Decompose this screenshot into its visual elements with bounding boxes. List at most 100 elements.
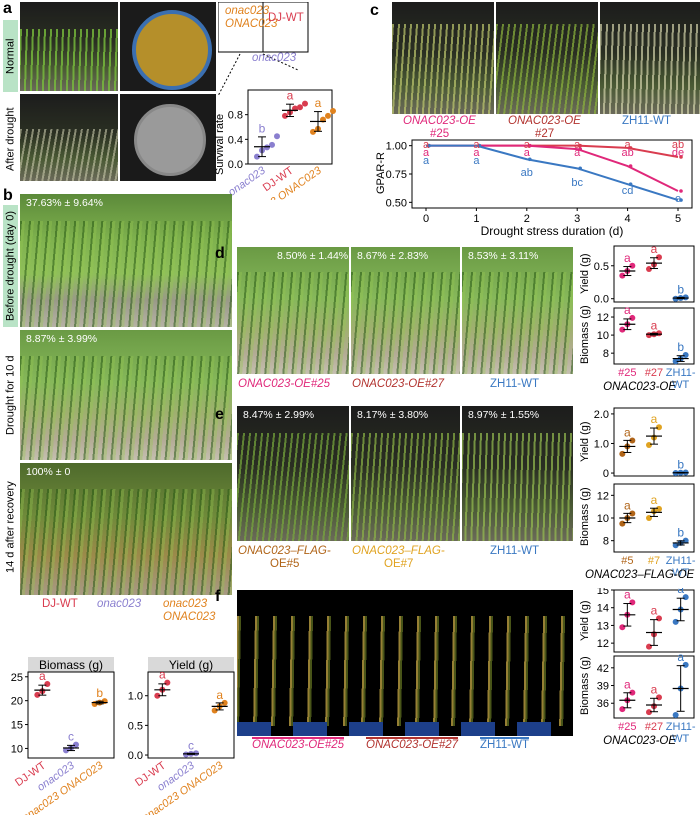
f-label-zh11: ZH11-WT <box>480 737 529 751</box>
data-point <box>264 144 270 151</box>
c-label-oe25: ONAC023-OE <box>403 115 476 127</box>
panel-label-b: b <box>3 187 13 204</box>
data-point <box>646 266 652 273</box>
significance-letter: b <box>677 457 684 471</box>
gpar-line-chart: 0.50 0.75 1.00 0 1 2 3 4 5 Drought stress duratio… <box>375 139 693 238</box>
significance-letter: a <box>677 588 684 596</box>
x-tick-label: ZH11- <box>666 555 696 567</box>
photo-f-plants <box>237 590 573 736</box>
data-point <box>656 254 662 261</box>
legend-onac023: onac023 <box>252 52 297 64</box>
data-point <box>254 153 260 160</box>
c-label-25: #25 <box>430 128 450 140</box>
plot-frame <box>613 589 695 653</box>
photo-before-drought: 37.63% ± 9.64% <box>20 194 232 327</box>
legend-dj-wt: DJ-WT <box>268 12 304 24</box>
data-point <box>629 314 636 321</box>
significance-letter: a <box>625 139 632 151</box>
data-point <box>310 128 316 135</box>
y-tick-label: 15 <box>11 720 23 732</box>
x-tick-label: WT <box>672 567 689 579</box>
significance-letter: ab <box>621 147 633 159</box>
group-label: ONAC023–FLAG-OE <box>585 569 695 581</box>
significance-letter: b <box>96 686 103 700</box>
y-tick-label: 0.5 <box>594 261 609 273</box>
b-label-onac023: onac023 <box>97 598 142 610</box>
sidebar-before-drought: Before drought (day 0) <box>3 205 18 327</box>
y-tick-label: 1.00 <box>386 141 407 153</box>
data-point <box>63 747 69 754</box>
x-tick-label: #5 <box>621 555 633 567</box>
photo-recovery: 100% ± 0 <box>20 463 232 595</box>
data-point <box>672 358 679 365</box>
caption-d-zh11: 8.53% ± 3.11% <box>468 250 539 262</box>
y-tick-label: 1.0 <box>128 691 143 703</box>
significance-letter: de <box>672 147 684 159</box>
y-tick-label: 0.0 <box>128 750 143 762</box>
data-point <box>679 189 683 193</box>
e-yield-biomass-chart: 0 1.0 2.0 a a b 8 10 12 a a b Yield (g) Biomass (g) #5… <box>579 407 696 581</box>
data-point <box>629 510 636 517</box>
sidebar-recovery: 14 d after recovery <box>4 481 17 573</box>
panel-label-f: f <box>215 588 221 605</box>
significance-letter: a <box>423 155 430 167</box>
data-point <box>221 699 228 706</box>
b-label-dj-wt: DJ-WT <box>42 598 78 610</box>
y-tick-label: 36 <box>597 698 609 710</box>
significance-letter: a <box>524 139 531 151</box>
data-point <box>646 515 652 521</box>
caption-d-oe27: 8.67% ± 2.83% <box>357 250 429 262</box>
sidebar-drought-10d: Drought for 10 d <box>4 355 17 435</box>
data-point <box>274 133 280 140</box>
series-line <box>426 144 679 202</box>
y-tick-label: 2.0 <box>594 409 609 421</box>
data-point <box>619 624 626 631</box>
data-point <box>629 437 636 444</box>
d-label-zh11: ZH11-WT <box>490 378 539 390</box>
x-tick-label: 3 <box>574 213 580 225</box>
caption-d-oe25: 8.50% ± 1.44% <box>277 250 349 262</box>
caption-before-drought: 37.63% ± 9.64% <box>26 197 103 209</box>
x-tick-label: ZH11- <box>666 367 696 379</box>
data-point <box>646 441 652 448</box>
data-point <box>628 164 633 168</box>
y-axis-label: Biomass (g) <box>579 656 591 715</box>
data-point <box>629 262 636 269</box>
row-label-drought: After drought <box>4 107 17 171</box>
panel-label-d: d <box>215 245 225 262</box>
data-point <box>325 112 331 119</box>
c-label-oe27: ONAC023-OE <box>508 115 581 127</box>
e-label-zh11: ZH11-WT <box>490 545 539 557</box>
photo-drought-pot <box>20 94 118 181</box>
panel-label-e: e <box>215 406 224 423</box>
photo-d-zh11: 8.53% ± 3.11% <box>462 247 573 374</box>
y-tick-label: 0.5 <box>128 720 143 732</box>
photo-normal-pot <box>20 2 118 91</box>
b-label-onac-onac-1: onac023 <box>163 598 208 610</box>
y-axis-label: Biomass (g) <box>579 305 591 364</box>
y-tick-label: 42 <box>597 663 609 675</box>
data-point <box>679 198 683 202</box>
facet-strip <box>28 657 114 672</box>
y-tick-label: 12 <box>597 490 609 502</box>
y-tick-label: 14 <box>597 603 609 615</box>
photo-d-oe25: 8.50% ± 1.44% <box>237 247 349 374</box>
significance-letter: b <box>677 340 684 354</box>
significance-letter: a <box>574 139 581 151</box>
data-point <box>73 741 79 748</box>
survival-rate-ylabel: Survival rate <box>214 113 226 175</box>
y-tick-label: 0.8 <box>228 110 243 122</box>
y-tick-label: 12 <box>597 638 609 650</box>
significance-letter: a <box>651 244 658 256</box>
panel-label-c: c <box>370 2 379 19</box>
data-point <box>656 694 662 701</box>
legend-onac-onac-1: onac023 <box>225 5 270 17</box>
caption-e-oe7: 8.17% ± 3.80% <box>357 409 429 421</box>
y-tick-label: 0 <box>603 468 609 480</box>
y-axis-label: Biomass (g) <box>579 487 591 546</box>
data-point <box>672 618 679 625</box>
data-point <box>646 643 652 650</box>
plot-frame <box>27 671 115 759</box>
panel-label-a: a <box>3 0 12 17</box>
caption-e-oe5: 8.47% ± 2.99% <box>243 409 315 421</box>
